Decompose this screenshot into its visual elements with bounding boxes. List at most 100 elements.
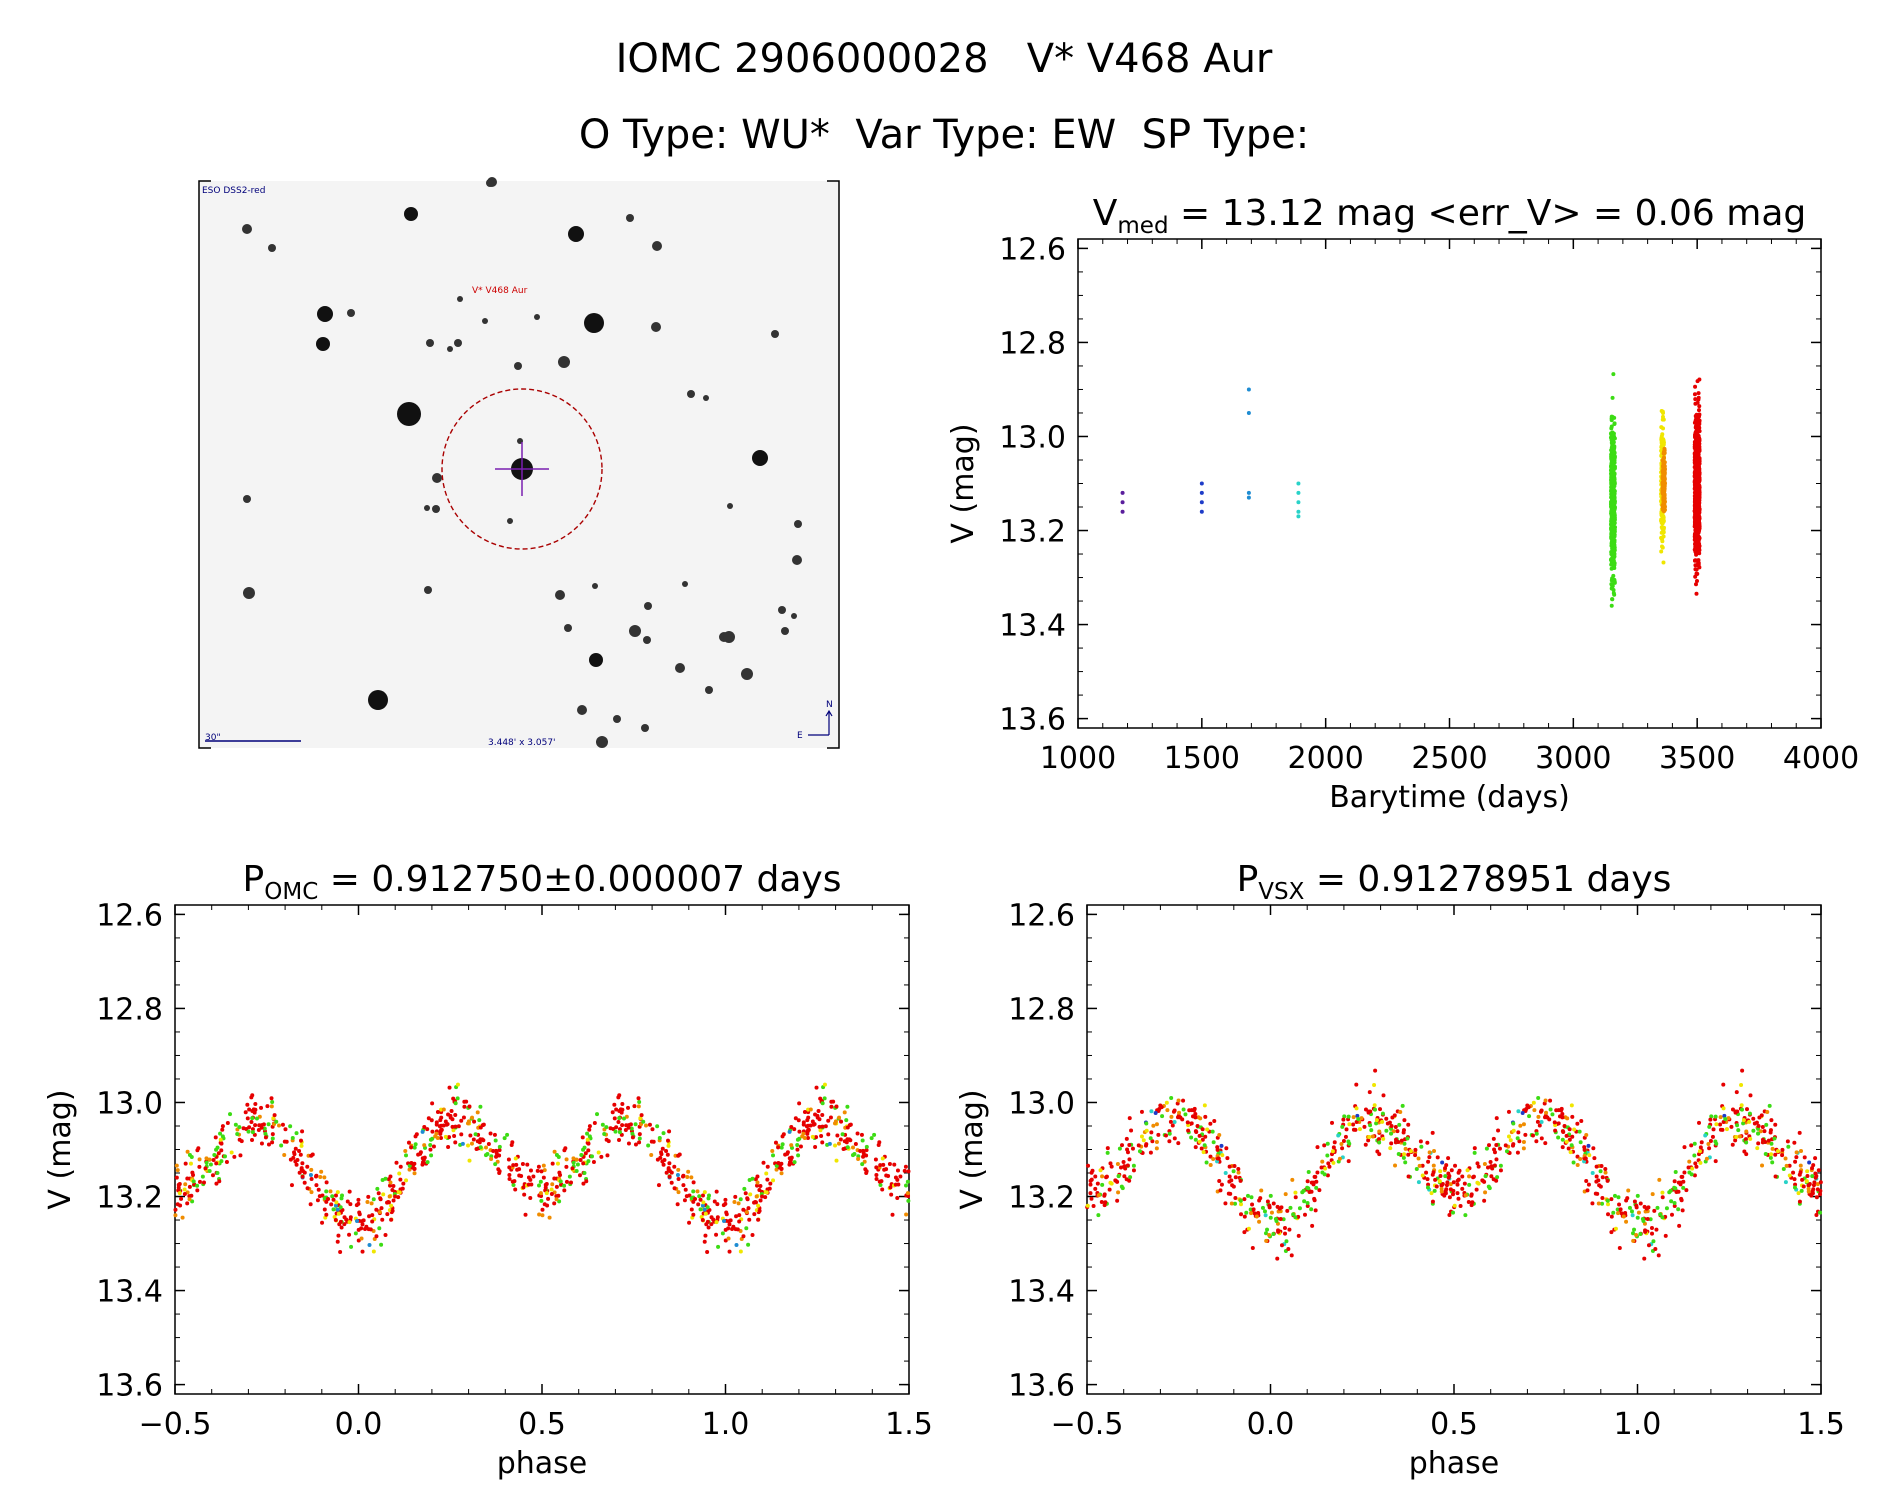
data-point [185, 1201, 190, 1206]
x-tick-label: 0.5 [1430, 1407, 1478, 1442]
data-point [697, 1194, 702, 1199]
data-point [495, 1159, 500, 1164]
data-point [767, 1186, 772, 1191]
data-point [796, 1153, 801, 1158]
data-point [817, 1124, 822, 1129]
data-point [1695, 440, 1700, 445]
data-point [383, 1233, 388, 1238]
data-point [1516, 1109, 1521, 1114]
data-point [862, 1159, 867, 1164]
data-point [299, 1167, 304, 1172]
data-point [629, 1126, 634, 1131]
data-point [1586, 1182, 1591, 1187]
data-point [541, 1175, 546, 1180]
data-point [1631, 1238, 1636, 1243]
data-point [1246, 387, 1251, 392]
data-point [175, 1202, 180, 1207]
data-point [1744, 1129, 1749, 1134]
data-point [1153, 1111, 1158, 1116]
data-point [1257, 1219, 1262, 1224]
data-point [1451, 1188, 1456, 1193]
data-point [792, 1127, 797, 1132]
data-point [1709, 1114, 1714, 1119]
x-tick-label: −0.5 [1051, 1407, 1124, 1442]
data-point [1575, 1154, 1580, 1159]
star [626, 214, 634, 222]
data-point [1484, 1146, 1489, 1151]
data-point [1644, 1206, 1649, 1211]
data-point [874, 1165, 879, 1170]
data-point [755, 1174, 760, 1179]
data-point [1197, 1139, 1202, 1144]
data-point [1594, 1164, 1599, 1169]
data-point [1624, 1198, 1629, 1203]
data-point [1483, 1190, 1488, 1195]
data-point [1524, 1107, 1529, 1112]
data-point [391, 1198, 396, 1203]
data-point [180, 1215, 185, 1220]
data-point [691, 1199, 696, 1204]
data-point [388, 1183, 393, 1188]
data-point [860, 1162, 865, 1167]
data-point [326, 1196, 331, 1201]
data-point [620, 1123, 625, 1128]
data-point [1130, 1146, 1135, 1151]
data-point [666, 1143, 671, 1148]
data-point [1723, 1117, 1728, 1122]
data-point [1694, 572, 1699, 577]
data-point [657, 1135, 662, 1140]
data-point [1496, 1128, 1501, 1133]
data-point [542, 1202, 547, 1207]
data-point [1185, 1120, 1190, 1125]
data-point [1095, 1181, 1100, 1186]
data-point [322, 1196, 327, 1201]
data-point [602, 1131, 607, 1136]
data-point [1543, 1098, 1548, 1103]
title-rest: = 0.912750±0.000007 days [318, 859, 841, 900]
data-point [359, 1219, 364, 1224]
data-point [1416, 1156, 1421, 1161]
data-point [619, 1110, 624, 1115]
data-point [277, 1123, 282, 1128]
data-point [1694, 516, 1699, 521]
data-point [1726, 1116, 1731, 1121]
data-point [1660, 1195, 1665, 1200]
data-point [1783, 1180, 1788, 1185]
data-point [1612, 421, 1617, 426]
data-point [623, 1128, 628, 1133]
data-point [1180, 1117, 1185, 1122]
data-point [1693, 384, 1698, 389]
data-point [733, 1227, 738, 1232]
data-point [616, 1120, 621, 1125]
data-point [1217, 1178, 1222, 1183]
data-point [1611, 492, 1616, 497]
data-point [1713, 1114, 1718, 1119]
data-point [1229, 1201, 1234, 1206]
data-point [507, 1165, 512, 1170]
data-point [1271, 1201, 1276, 1206]
data-point [856, 1157, 861, 1162]
data-point [1326, 1161, 1331, 1166]
data-point [1611, 521, 1616, 526]
data-point [1640, 1217, 1645, 1222]
data-point [698, 1207, 703, 1212]
data-point [556, 1193, 561, 1198]
data-point [596, 1150, 601, 1155]
data-point [1144, 1128, 1149, 1133]
data-point [318, 1174, 323, 1179]
data-point [1167, 1131, 1172, 1136]
data-point [746, 1206, 751, 1211]
data-point [478, 1125, 483, 1130]
data-point [517, 1173, 522, 1178]
data-point [393, 1194, 398, 1199]
data-point [435, 1135, 440, 1140]
y-tick-label: 12.8 [1008, 992, 1075, 1027]
data-point [755, 1180, 760, 1185]
data-point [742, 1186, 747, 1191]
data-point [1646, 1243, 1651, 1248]
data-point [826, 1132, 831, 1137]
data-point [834, 1158, 839, 1163]
data-point [577, 1173, 582, 1178]
data-point [1354, 1082, 1359, 1087]
data-point [861, 1148, 866, 1153]
